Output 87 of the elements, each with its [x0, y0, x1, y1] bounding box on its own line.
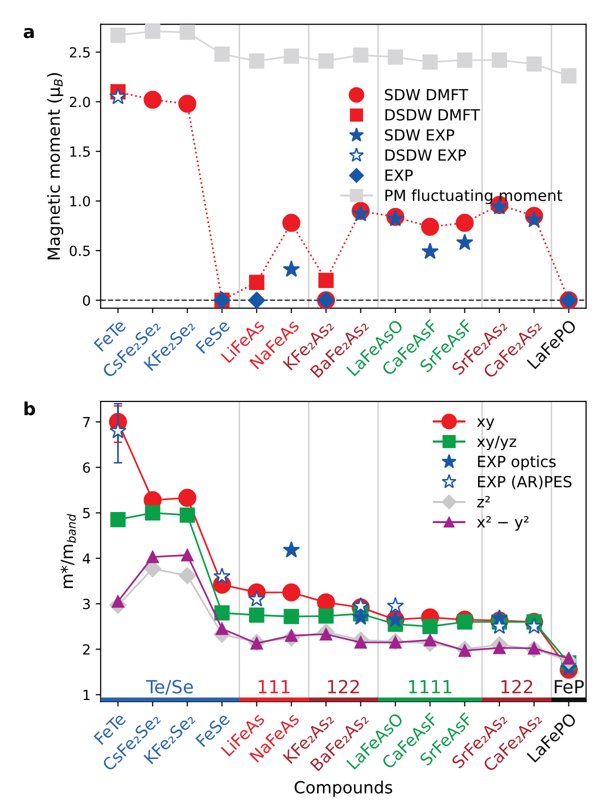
- point: [213, 567, 231, 584]
- legend-label: DSDW DMFT: [385, 109, 480, 121]
- point: [421, 218, 440, 236]
- annotation: FeP: [554, 680, 584, 694]
- point: [216, 622, 228, 636]
- point: [318, 53, 334, 69]
- legend-label: DSDW EXP: [385, 149, 466, 161]
- y-tick-label: 2.5: [70, 47, 90, 58]
- point: [144, 90, 162, 109]
- y-tick-label: 5: [83, 508, 90, 518]
- point: [284, 48, 299, 64]
- y-axis-title: m*/m$_{band}$: [60, 514, 76, 588]
- point: [456, 214, 474, 232]
- point: [422, 54, 438, 70]
- point: [388, 49, 404, 65]
- point: [214, 46, 230, 62]
- point: [282, 583, 300, 602]
- point: [110, 28, 126, 43]
- y-tick-label: 2.0: [70, 96, 90, 108]
- point: [318, 272, 334, 288]
- point: [145, 24, 160, 39]
- point: [181, 548, 194, 562]
- point: [353, 47, 368, 63]
- point: [492, 52, 508, 68]
- point: [386, 597, 404, 614]
- point: [110, 512, 126, 528]
- point: [282, 541, 300, 558]
- y-tick-label: 0.5: [70, 246, 90, 256]
- annotation: 122: [328, 680, 359, 694]
- point: [318, 608, 334, 624]
- point: [457, 52, 472, 68]
- point: [145, 505, 160, 520]
- y-axis-title: Magnetic moment (μ$_{B}$): [47, 73, 64, 260]
- legend-label: EXP (AR)PES: [478, 476, 572, 490]
- point: [284, 608, 299, 624]
- annotation: Te/Se: [146, 680, 193, 695]
- point: [248, 590, 266, 607]
- point: [352, 597, 370, 614]
- y-tick-label: 1.0: [70, 196, 90, 206]
- point: [457, 614, 472, 630]
- point: [526, 56, 542, 72]
- point: [109, 422, 127, 438]
- point: [249, 274, 264, 290]
- legend-label: x² − y²: [477, 516, 528, 531]
- point: [456, 234, 474, 250]
- legend-label: SDW DMFT: [384, 88, 468, 100]
- legend-label: z²: [477, 496, 490, 508]
- y-tick-label: 2: [83, 644, 90, 655]
- y-tick-label: 3: [83, 598, 90, 610]
- point: [109, 88, 127, 104]
- legend-label: xy/yz: [477, 436, 516, 450]
- point: [178, 94, 196, 113]
- annotation: 122: [501, 680, 532, 694]
- legend-label: PM fluctuating moment: [385, 189, 562, 204]
- point: [421, 242, 439, 260]
- point: [525, 617, 543, 634]
- y-tick-label: 0: [82, 295, 90, 306]
- annotation: 111: [258, 680, 290, 694]
- point: [146, 550, 159, 564]
- point: [180, 507, 195, 523]
- point: [214, 605, 230, 620]
- point: [352, 204, 370, 222]
- point: [249, 53, 264, 69]
- y-tick-label: 1: [84, 690, 90, 700]
- annotation: 1111: [409, 680, 452, 694]
- point: [178, 488, 196, 507]
- chart-title: a: [24, 28, 34, 38]
- legend-label: xy: [477, 418, 494, 430]
- y-tick-label: 4: [82, 553, 90, 564]
- point: [282, 214, 300, 232]
- point: [525, 210, 543, 228]
- y-tick-label: 6: [83, 462, 90, 473]
- y-tick-label: 7: [83, 417, 90, 428]
- chart-title: b: [24, 401, 36, 416]
- legend-label: SDW EXP: [384, 129, 454, 141]
- y-tick-label: 1.5: [70, 146, 90, 157]
- x-axis-title: Compounds: [294, 780, 392, 797]
- point: [561, 68, 576, 84]
- point: [422, 618, 438, 634]
- point: [248, 292, 266, 309]
- point: [178, 567, 196, 584]
- legend-label: EXP: [385, 170, 413, 181]
- legend-label: EXP optics: [478, 455, 556, 470]
- point: [180, 24, 195, 40]
- point: [352, 608, 370, 625]
- point: [249, 607, 264, 623]
- point: [282, 260, 300, 277]
